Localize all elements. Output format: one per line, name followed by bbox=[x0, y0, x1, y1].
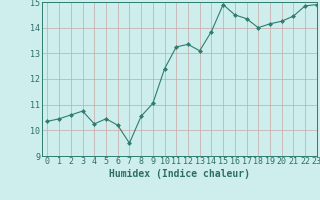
X-axis label: Humidex (Indice chaleur): Humidex (Indice chaleur) bbox=[109, 169, 250, 179]
